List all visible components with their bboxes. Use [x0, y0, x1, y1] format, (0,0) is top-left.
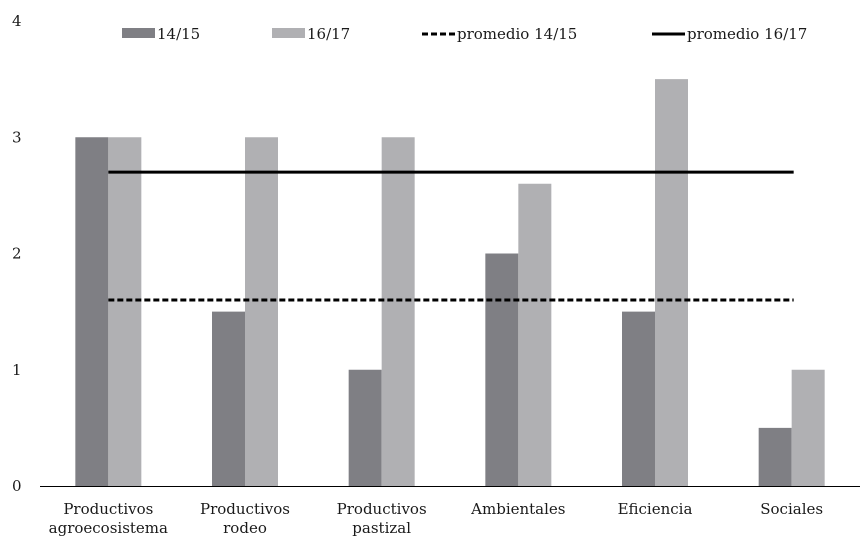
x-category-label: Productivos [63, 500, 153, 518]
y-tick-label: 4 [12, 12, 22, 30]
x-axis-labels: ProductivosagroecosistemaProductivosrode… [49, 500, 823, 537]
x-category-label: Ambientales [470, 500, 565, 518]
bar-16-17-1 [245, 137, 278, 486]
legend: 14/15 16/17 promedio 14/15 promedio 16/17 [122, 25, 807, 43]
bar-14-15-2 [348, 369, 382, 486]
bar-16-17-4 [655, 79, 688, 486]
legend-label: promedio 16/17 [687, 25, 807, 43]
y-tick-label: 1 [12, 361, 22, 379]
legend-swatch-16-17 [272, 28, 305, 38]
y-tick-label: 3 [12, 128, 22, 146]
bars [75, 79, 825, 486]
x-category-label: Productivos [200, 500, 290, 518]
bar-14-15-0 [75, 137, 109, 486]
bar-14-15-4 [622, 311, 655, 486]
bar-16-17-5 [791, 369, 825, 486]
y-axis-ticks: 0 1 2 3 4 [12, 12, 22, 495]
x-category-label: Eficiencia [618, 500, 693, 518]
legend-label: promedio 14/15 [457, 25, 577, 43]
x-category-label: rodeo [223, 519, 267, 537]
y-tick-label: 2 [12, 245, 22, 263]
x-category-label: pastizal [352, 519, 411, 537]
legend-label: 16/17 [307, 25, 350, 43]
bar-16-17-0 [108, 137, 142, 486]
x-category-label: Sociales [760, 500, 823, 518]
bar-16-17-3 [518, 183, 552, 486]
y-tick-label: 0 [12, 477, 22, 495]
bar-14-15-3 [485, 253, 519, 486]
x-category-label: Productivos [337, 500, 427, 518]
bar-14-15-1 [212, 311, 245, 486]
reference-lines [108, 170, 794, 302]
bar-16-17-2 [381, 137, 415, 486]
legend-label: 14/15 [157, 25, 200, 43]
x-category-label: agroecosistema [49, 519, 168, 537]
legend-swatch-14-15 [122, 28, 155, 38]
bar-14-15-5 [758, 427, 792, 486]
